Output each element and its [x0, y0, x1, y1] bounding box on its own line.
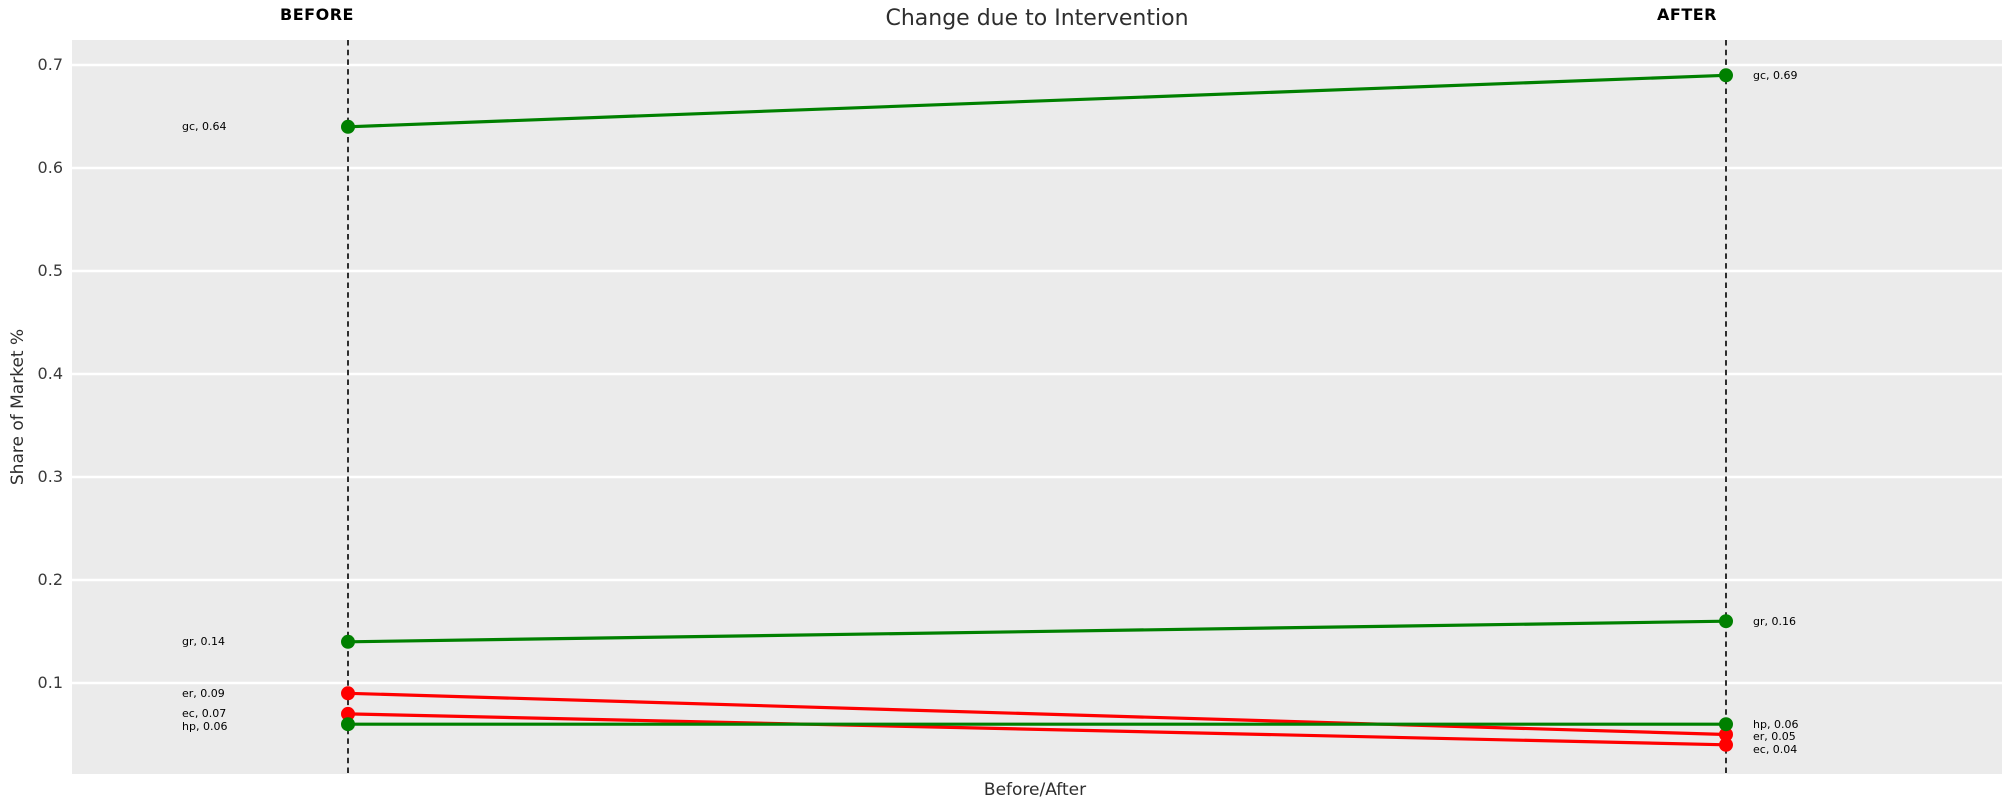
y-tick-label-0.4: 0.4 [37, 364, 63, 383]
series-line-er [347, 691, 1727, 737]
point-label-hp-before: hp, 0.06 [182, 719, 228, 733]
y-tick-label-0.1: 0.1 [37, 673, 63, 692]
data-point-gr-after [1719, 614, 1733, 629]
plot-area [72, 40, 2002, 774]
data-point-er-after [1719, 727, 1733, 742]
y-tick-label-0.2: 0.2 [37, 570, 63, 589]
data-point-ec-after [1719, 737, 1733, 752]
chart-title: Change due to Intervention [885, 6, 1189, 31]
point-label-ec-before: ec, 0.07 [182, 707, 227, 721]
y-tick-label-0.5: 0.5 [37, 261, 63, 280]
data-point-gc-before [341, 119, 355, 134]
y-axis-label: Share of Market % [8, 328, 28, 486]
data-point-er-before [341, 686, 355, 701]
data-point-hp-before [341, 717, 355, 732]
y-tick-label-0.6: 0.6 [37, 158, 63, 177]
point-label-gr-after: gr, 0.16 [1753, 614, 1796, 628]
series-line-gr [347, 619, 1727, 644]
data-point-gr-before [341, 634, 355, 649]
column-header-after: AFTER [1657, 5, 1717, 24]
data-point-hp-after [1719, 717, 1733, 732]
point-label-gc-after: gc, 0.69 [1753, 68, 1798, 82]
column-header-before: BEFORE [280, 5, 354, 24]
data-point-gc-after [1719, 68, 1733, 83]
y-tick-label-0.3: 0.3 [37, 467, 63, 486]
y-tick-label-0.7: 0.7 [37, 55, 63, 74]
series-line-gc [347, 73, 1727, 129]
data-point-ec-before [341, 706, 355, 721]
point-label-gr-before: gr, 0.14 [182, 635, 225, 649]
point-label-ec-after: ec, 0.04 [1753, 742, 1798, 756]
point-label-gc-before: gc, 0.64 [182, 120, 227, 134]
point-label-er-after: er, 0.05 [1753, 730, 1796, 744]
series-line-ec [347, 712, 1727, 747]
point-label-er-before: er, 0.09 [182, 686, 225, 700]
point-label-hp-after: hp, 0.06 [1753, 717, 1799, 731]
x-axis-label: Before/After [983, 780, 1087, 800]
chart-canvas [72, 40, 2002, 774]
